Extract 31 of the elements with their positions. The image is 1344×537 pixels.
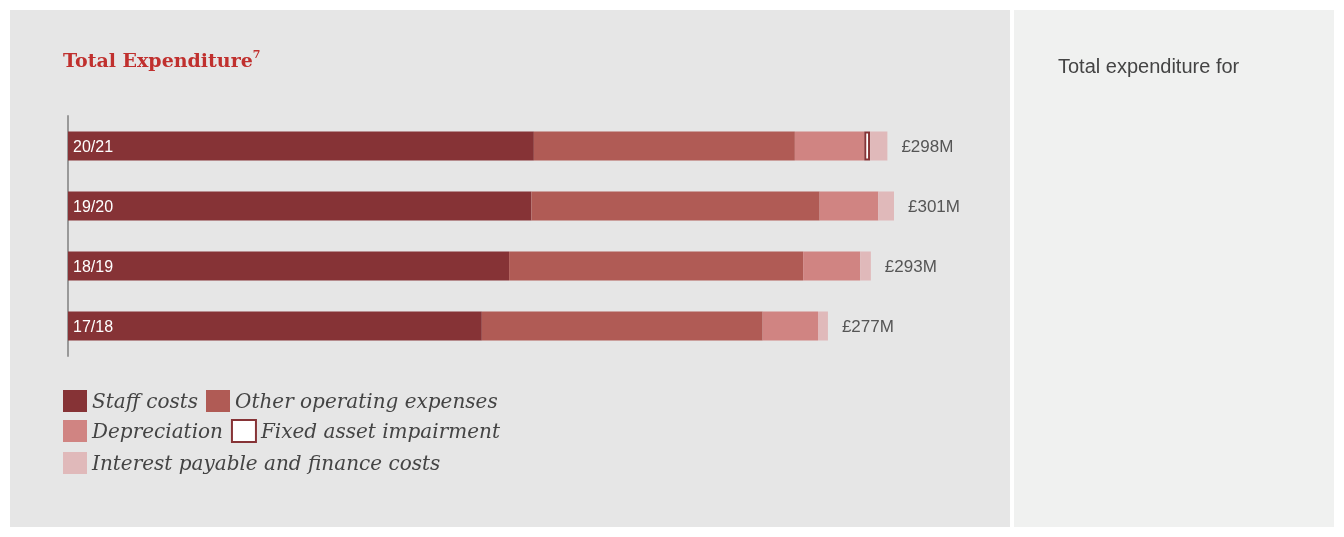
legend-label: Fixed asset impairment	[259, 419, 501, 443]
annotation: £293M	[884, 256, 937, 276]
legend-label: Staff costs	[92, 389, 198, 413]
bar	[860, 251, 871, 281]
bar	[803, 251, 861, 281]
y-tick-label: 18/19	[73, 257, 114, 275]
bar	[68, 131, 534, 161]
bar	[762, 311, 819, 341]
bar	[864, 131, 871, 161]
legend-label: Interest payable and finance costs	[91, 451, 441, 475]
bar	[533, 131, 795, 161]
y-tick-label: 17/18	[73, 317, 114, 335]
bar	[870, 131, 888, 161]
annotation: £277M	[841, 316, 894, 336]
text: Total expenditure for	[1058, 55, 1240, 77]
bar	[794, 131, 865, 161]
bar	[818, 311, 828, 341]
bar	[531, 191, 820, 221]
legend-label: Other operating expenses	[235, 389, 498, 413]
y-tick-label: 20/21	[73, 137, 114, 155]
bar	[509, 251, 804, 281]
bar	[481, 311, 763, 341]
bar	[878, 191, 894, 221]
bar	[68, 251, 510, 281]
annotation: £301M	[908, 196, 960, 216]
bar	[819, 191, 879, 221]
bar	[68, 311, 482, 341]
y-tick-label: 19/20	[73, 197, 114, 215]
annotation: £298M	[901, 136, 954, 156]
bar	[68, 191, 532, 221]
legend-label: Depreciation	[91, 419, 223, 443]
